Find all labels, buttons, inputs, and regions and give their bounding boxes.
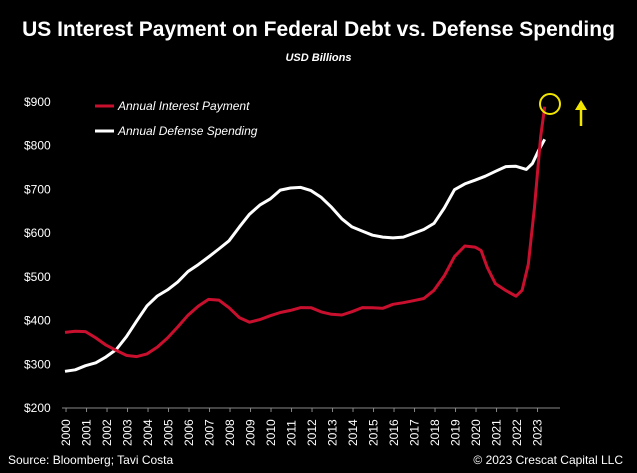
x-tick-label: 2008 (223, 419, 237, 446)
up-arrow-icon (575, 100, 587, 126)
series-line-defense-spending (64, 138, 547, 373)
y-tick-label: $700 (24, 182, 51, 196)
source-note: Source: Bloomberg; Tavi Costa (8, 453, 174, 467)
chart-subtitle: USD Billions (285, 52, 352, 64)
x-tick-label: 2007 (203, 419, 217, 446)
x-tick-label: 2004 (141, 419, 155, 446)
x-tick-label: 2006 (182, 419, 196, 446)
x-tick-label: 2009 (244, 419, 258, 446)
chart-title: US Interest Payment on Federal Debt vs. … (22, 18, 615, 41)
x-tick-label: 2012 (305, 419, 319, 446)
copyright-note: © 2023 Crescat Capital LLC (473, 453, 623, 467)
x-tick-label: 2002 (100, 419, 114, 446)
x-tick-label: 2019 (449, 419, 463, 446)
x-tick-label: 2018 (428, 419, 442, 446)
x-tick-label: 2017 (408, 419, 422, 446)
y-tick-label: $800 (24, 139, 51, 153)
x-tick-label: 2005 (162, 419, 176, 446)
y-tick-label: $900 (24, 95, 51, 109)
x-tick-label: 2014 (346, 419, 360, 446)
x-tick-label: 2015 (367, 419, 381, 446)
x-tick-label: 2016 (387, 419, 401, 446)
x-tick-label: 2001 (80, 419, 94, 446)
legend: Annual Interest Payment Annual Defense S… (95, 99, 258, 138)
x-axis: 2000 2001 2002 2003 2004 2005 2006 2007 2008 2009… (59, 408, 545, 446)
series-line-interest-payment (64, 106, 547, 359)
legend-label-defense: Annual Defense Spending (117, 124, 258, 138)
x-tick-label: 2011 (285, 420, 299, 446)
y-tick-label: $300 (24, 357, 51, 371)
legend-label-interest: Annual Interest Payment (117, 99, 250, 113)
series-lines (64, 106, 547, 373)
y-tick-label: $500 (24, 270, 51, 284)
y-tick-label: $200 (24, 401, 51, 415)
x-tick-label: 2003 (121, 419, 135, 446)
y-tick-label: $600 (24, 226, 51, 240)
x-tick-label: 2022 (510, 419, 524, 446)
highlight-circle-icon (539, 93, 561, 115)
x-tick-label: 2023 (531, 419, 545, 446)
y-tick-label: $400 (24, 314, 51, 328)
x-tick-label: 2010 (264, 419, 278, 446)
x-tick-label: 2000 (59, 419, 73, 446)
x-tick-label: 2021 (490, 419, 504, 446)
x-tick-label: 2013 (326, 419, 340, 446)
x-tick-label: 2020 (469, 419, 483, 446)
y-axis: $200 $300 $400 $500 $600 $700 $800 $900 (24, 95, 51, 415)
